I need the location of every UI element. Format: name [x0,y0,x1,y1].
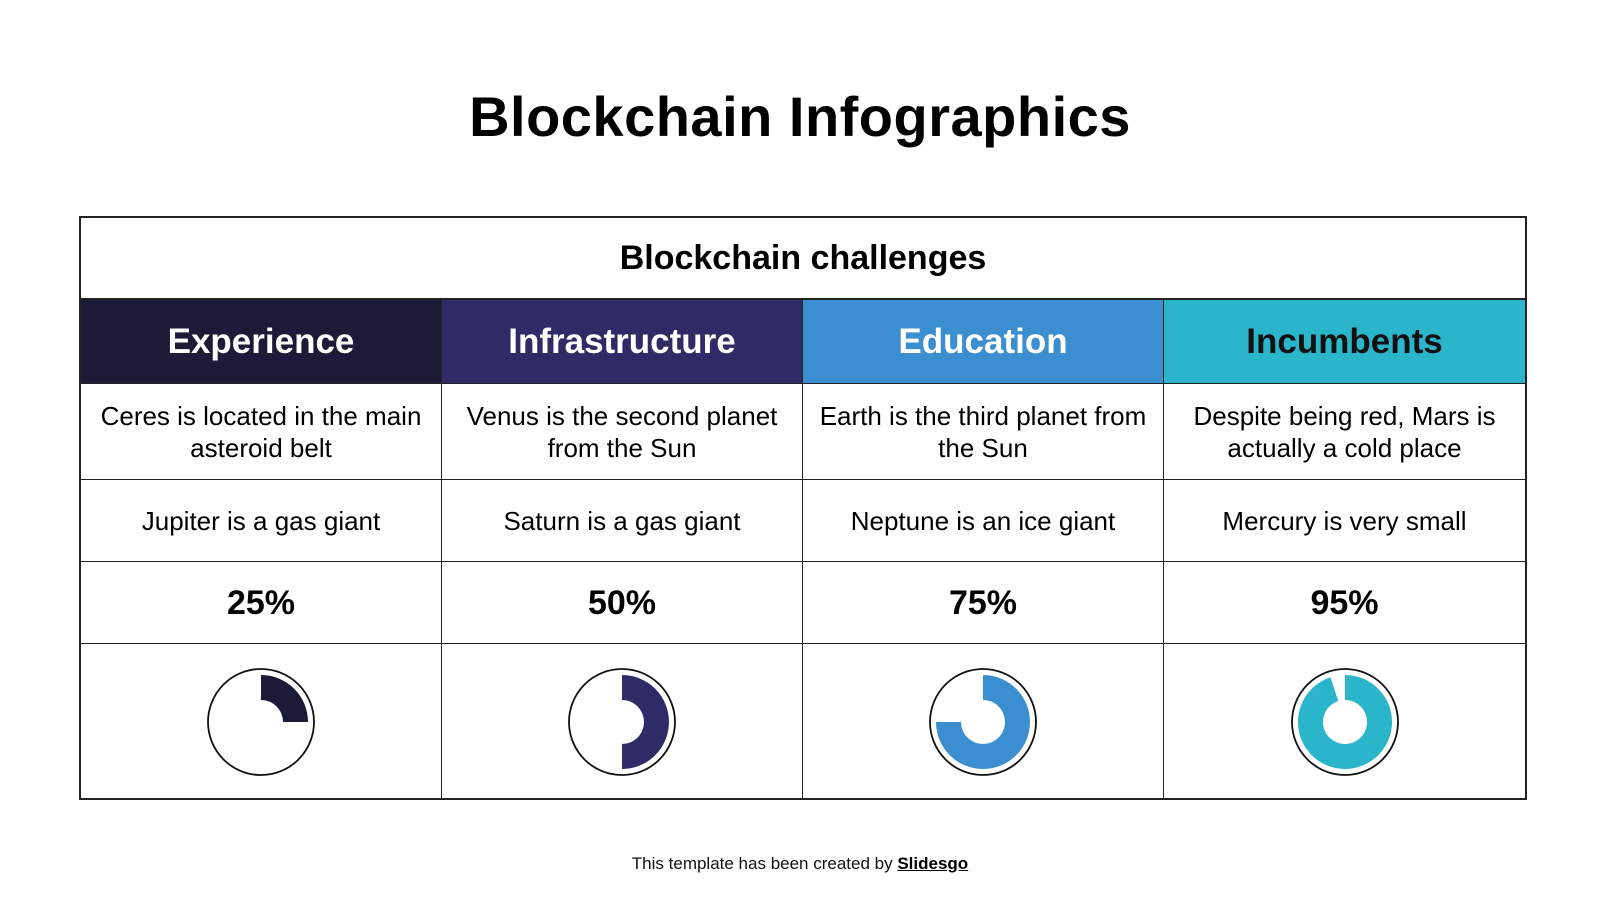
page-title: Blockchain Infographics [469,85,1131,148]
table-caption: Blockchain challenges [81,218,1525,300]
fact-cell: Saturn is a gas giant [442,480,803,562]
percent-value: 75% [803,562,1164,644]
donut-fill-segment [261,675,308,722]
footer-credit: This template has been created by Slides… [0,854,1600,874]
percent-value: 50% [442,562,803,644]
table-grid: Experience Infrastructure Education Incu… [81,300,1525,800]
percent-value: 25% [81,562,442,644]
description-cell: Earth is the third planet from the Sun [803,384,1164,480]
donut-chart-education [929,668,1037,776]
donut-chart-incumbents [1290,668,1399,776]
donut-chart-infrastructure [568,668,676,776]
slidesgo-link[interactable]: Slidesgo [897,854,969,873]
fact-cell: Mercury is very small [1164,480,1525,562]
donut-cell [803,644,1164,800]
donut-cell [81,644,442,800]
donut-cell [442,644,803,800]
donut-fill-segment [936,675,1030,769]
column-header-experience: Experience [81,300,442,384]
description-cell: Venus is the second planet from the Sun [442,384,803,480]
description-cell: Despite being red, Mars is actually a co… [1164,384,1525,480]
fact-cell: Jupiter is a gas giant [81,480,442,562]
donut-fill-segment [1297,675,1392,769]
column-header-infrastructure: Infrastructure [442,300,803,384]
column-header-incumbents: Incumbents [1164,300,1525,384]
fact-cell: Neptune is an ice giant [803,480,1164,562]
percent-value: 95% [1164,562,1525,644]
donut-fill-segment [622,675,669,769]
challenges-table: Blockchain challenges Experience Infrast… [79,216,1527,800]
donut-chart-experience [207,668,315,776]
donut-cell [1164,644,1525,800]
footer-prefix: This template has been created by [631,854,898,873]
column-header-education: Education [803,300,1164,384]
description-cell: Ceres is located in the main asteroid be… [81,384,442,480]
